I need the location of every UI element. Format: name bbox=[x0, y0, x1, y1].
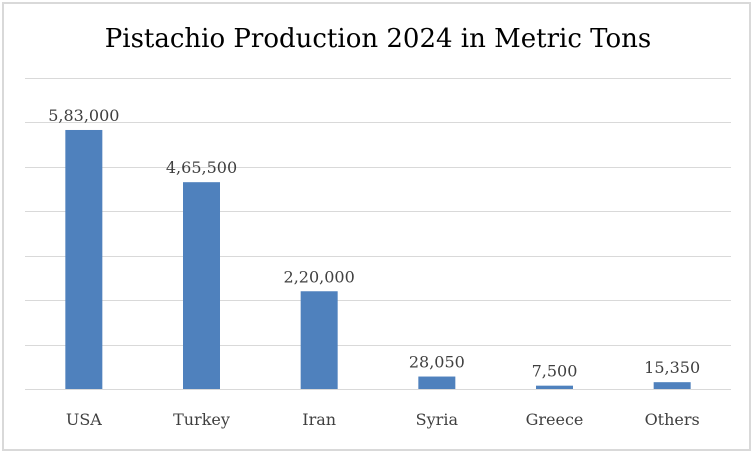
chart-frame bbox=[2, 2, 751, 451]
chart-title: Pistachio Production 2024 in Metric Tons bbox=[105, 24, 651, 54]
bar-syria bbox=[418, 376, 456, 389]
data-labels: 5,83,000 4,65,500 2,20,000 28,050 7,500 15,35… bbox=[48, 106, 700, 381]
bars bbox=[65, 129, 691, 389]
bar-turkey bbox=[183, 182, 220, 389]
bar-usa bbox=[65, 129, 103, 389]
x-tick-label: Greece bbox=[526, 410, 584, 429]
data-label: 15,350 bbox=[644, 358, 700, 377]
gridlines bbox=[25, 78, 731, 390]
x-tick-label: Iran bbox=[302, 410, 336, 429]
bar-greece bbox=[536, 385, 573, 389]
x-tick-label: USA bbox=[66, 410, 102, 429]
data-label: 2,20,000 bbox=[284, 267, 355, 286]
x-tick-label: Turkey bbox=[173, 410, 230, 429]
bar-iran bbox=[300, 291, 338, 389]
data-label: 7,500 bbox=[532, 362, 578, 381]
x-tick-label: Syria bbox=[416, 410, 459, 429]
x-tick-label: Others bbox=[645, 410, 700, 429]
data-label: 28,050 bbox=[409, 353, 465, 372]
data-label: 5,83,000 bbox=[48, 106, 119, 125]
data-label: 4,65,500 bbox=[166, 158, 237, 177]
x-axis-tick-labels: USA Turkey Iran Syria Greece Others bbox=[66, 410, 700, 429]
bar-others bbox=[653, 382, 691, 389]
